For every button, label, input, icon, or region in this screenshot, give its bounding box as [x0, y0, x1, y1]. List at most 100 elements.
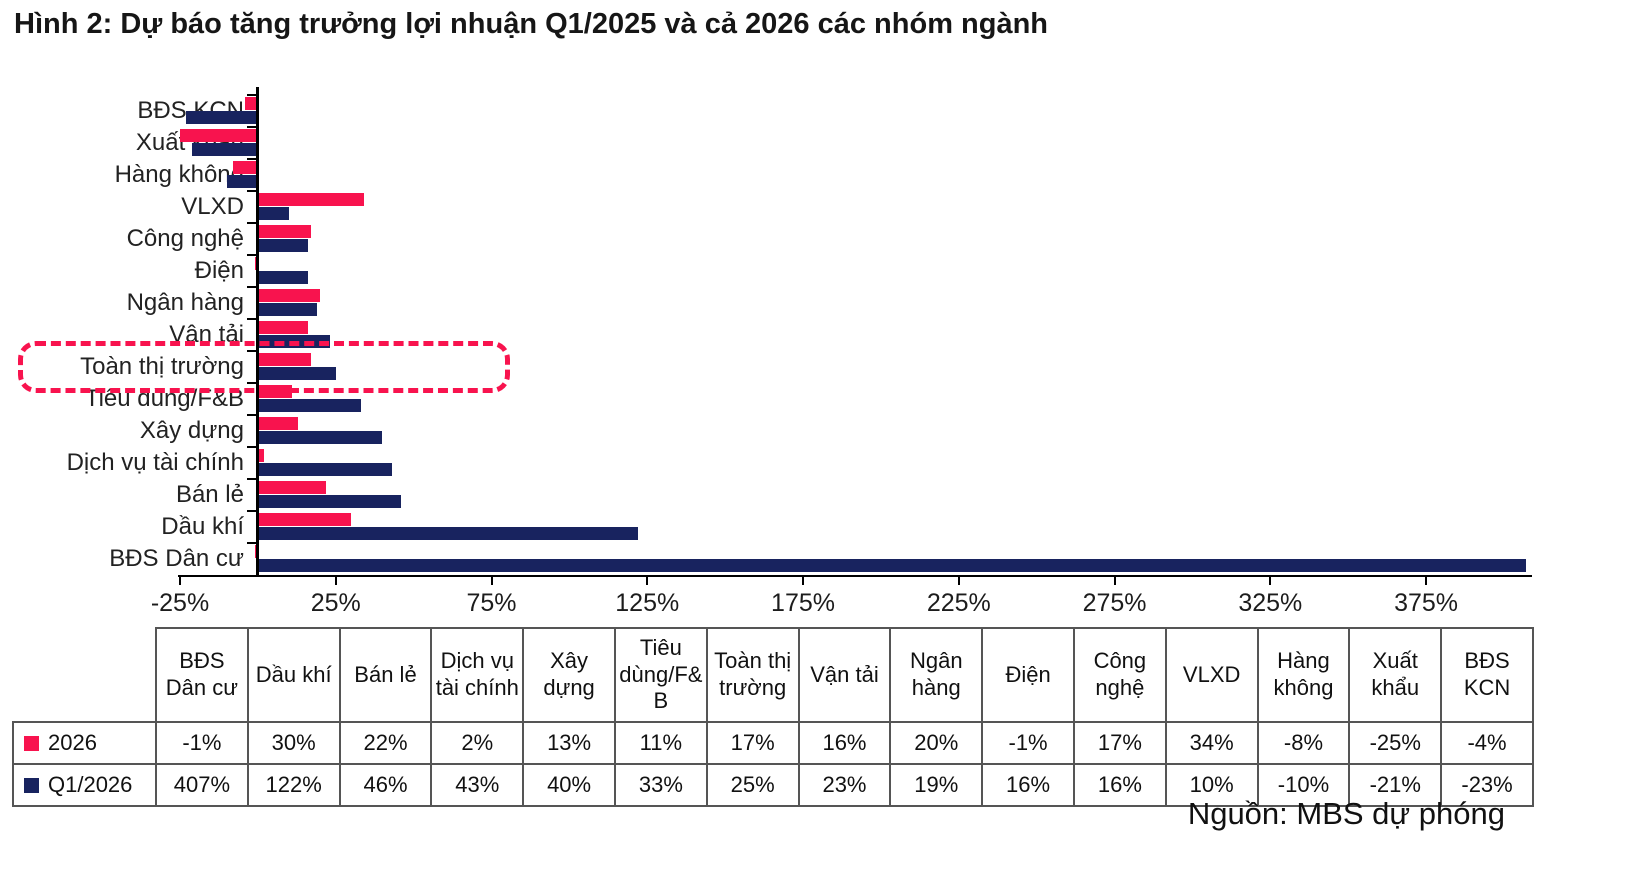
- legend-swatch-icon: [24, 777, 39, 793]
- category-label: VLXD: [181, 193, 244, 220]
- y-axis-tick: [247, 414, 256, 416]
- legend-label: Q1/2026: [48, 772, 133, 797]
- y-axis-tick: [247, 254, 256, 256]
- x-axis-tick: [179, 577, 181, 585]
- table-header-cell: Điện: [981, 627, 1075, 723]
- table-cell: 23%: [797, 763, 892, 807]
- bar-2026: [257, 481, 327, 494]
- table-header-cell: BĐS Dân cư: [155, 627, 249, 723]
- table-row: 2026 -1% 30% 22% 2% 13% 11% 17% 16% 20% -1% 17% 34% -…: [12, 721, 1534, 765]
- legend-cell-2026: 2026: [12, 721, 157, 765]
- legend-cell-q1-2026: Q1/2026: [12, 763, 157, 807]
- bar-2026: [257, 449, 265, 462]
- x-tick-label: 75%: [466, 589, 517, 617]
- category-label: Công nghệ: [126, 225, 244, 252]
- table-cell: 43%: [430, 763, 525, 807]
- y-axis-tick: [247, 222, 256, 224]
- bar-q1-2026: [226, 175, 258, 188]
- x-tick-label: 175%: [771, 589, 835, 617]
- table-cell: 2%: [430, 721, 525, 765]
- table-cell: 34%: [1164, 721, 1259, 765]
- y-axis-tick: [247, 478, 256, 480]
- legend-inner: 2026: [24, 730, 153, 756]
- bar-q1-2026: [257, 303, 318, 316]
- table-cell: 16%: [797, 721, 892, 765]
- x-axis-tick: [646, 577, 649, 585]
- bar-2026: [257, 417, 299, 430]
- x-axis-tick: [334, 577, 337, 585]
- legend-label: 2026: [48, 730, 97, 755]
- x-tick-label: 275%: [1082, 589, 1147, 617]
- bar-2026: [257, 225, 311, 238]
- table-cell: 19%: [889, 763, 984, 807]
- table-cell: -4%: [1440, 721, 1534, 765]
- table-header-row: BĐS Dân cư Dầu khí Bán lẻ Dịch vụ tài chính…: [13, 627, 1534, 723]
- table-header-cell: Hàng không: [1256, 627, 1351, 723]
- y-axis-tick: [247, 158, 256, 160]
- x-axis-tick: [802, 577, 805, 585]
- table-header-cell: Ngân hàng: [889, 627, 984, 723]
- bar-q1-2026: [186, 111, 258, 124]
- table-cell: -8%: [1256, 721, 1351, 765]
- y-axis-tick: [247, 382, 256, 384]
- table-cell: 46%: [338, 763, 433, 807]
- page-title: Hình 2: Dự báo tăng trưởng lợi nhuận Q1/…: [14, 8, 1049, 40]
- bar-q1-2026: [257, 271, 308, 284]
- table-cell: 22%: [338, 721, 433, 765]
- y-axis-tick: [247, 446, 256, 448]
- table-header-cell: Bán lẻ: [338, 627, 433, 723]
- y-axis-tick: [247, 350, 256, 352]
- table-header-cell: Dịch vụ tài chính: [430, 627, 525, 723]
- table-cell: -21%: [1348, 763, 1443, 807]
- table-cell: -1%: [155, 721, 249, 765]
- x-tick-label: 325%: [1238, 589, 1303, 617]
- legend-swatch-icon: [24, 735, 39, 751]
- y-axis-tick: [247, 542, 256, 544]
- y-axis-tick: [247, 94, 256, 96]
- category-label: Dầu khí: [161, 513, 244, 540]
- bar-q1-2026: [257, 239, 308, 252]
- bar-q1-2026: [257, 431, 383, 444]
- bar-2026: [257, 321, 308, 334]
- x-tick-label: 125%: [615, 589, 680, 617]
- bar-q1-2026: [257, 399, 361, 412]
- table-cell: 13%: [522, 721, 616, 765]
- table-header-cell: Xây dựng: [522, 627, 616, 723]
- y-axis-tick: [247, 510, 256, 512]
- data-table: BĐS Dân cư Dầu khí Bán lẻ Dịch vụ tài chính…: [12, 627, 1534, 807]
- bar-2026: [257, 513, 352, 526]
- table-corner-cell: [13, 628, 156, 722]
- highlight-box: [18, 341, 510, 393]
- bar-2026: [232, 161, 258, 174]
- table-cell: 11%: [613, 721, 708, 765]
- table-cell: 122%: [246, 763, 341, 807]
- y-axis-tick: [247, 190, 256, 192]
- table-cell: -10%: [1256, 763, 1351, 807]
- category-label: Ngân hàng: [126, 289, 244, 316]
- table-cell: 33%: [613, 763, 708, 807]
- table-header-cell: Dầu khí: [246, 627, 341, 723]
- category-label: Dịch vụ tài chính: [66, 449, 244, 476]
- category-label: Bán lẻ: [175, 481, 244, 508]
- table-header-cell: Vận tải: [797, 627, 892, 723]
- y-axis-line: [256, 87, 259, 575]
- legend-inner: Q1/2026: [24, 772, 153, 798]
- category-label: Hàng không: [114, 161, 244, 188]
- bar-q1-2026: [257, 367, 336, 380]
- bar-q1-2026: [257, 527, 638, 540]
- x-axis-tick: [957, 577, 960, 585]
- table-cell: -25%: [1348, 721, 1443, 765]
- bar-2026: [180, 129, 258, 142]
- x-tick-label: 375%: [1394, 589, 1459, 617]
- bar-2026: [245, 97, 258, 110]
- bar-2026: [257, 289, 321, 302]
- y-axis-tick: [247, 126, 256, 128]
- table-cell: 40%: [522, 763, 616, 807]
- table-cell: -1%: [981, 721, 1075, 765]
- table-header-cell: BĐS KCN: [1440, 627, 1534, 723]
- table-cell: 30%: [246, 721, 341, 765]
- x-axis-tick: [1113, 577, 1116, 585]
- category-label: BĐS Dân cư: [109, 545, 244, 572]
- x-tick-label: -25%: [150, 589, 210, 617]
